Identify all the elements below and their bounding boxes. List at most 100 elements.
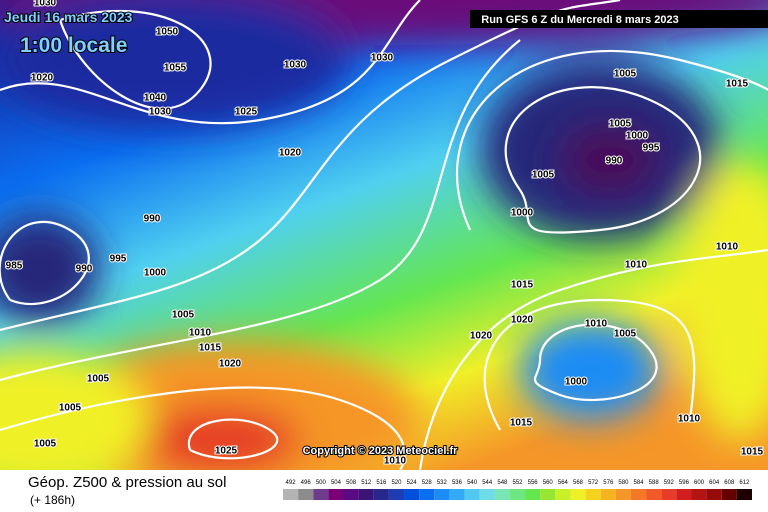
legend-swatch <box>328 489 344 500</box>
legend-swatch <box>736 489 752 500</box>
isobar-label: 1010 <box>384 456 407 467</box>
legend-label: 568 <box>573 480 584 486</box>
legend-swatch <box>479 489 495 500</box>
isobar-label: 1050 <box>156 27 179 38</box>
legend-swatch <box>373 489 389 500</box>
forecast-time: 1:00 locale <box>20 34 127 57</box>
legend-label: 504 <box>331 480 342 486</box>
legend-label: 532 <box>437 480 448 486</box>
isobar-label: 1000 <box>511 208 534 219</box>
legend-swatch <box>615 489 631 500</box>
legend-swatch <box>509 489 526 500</box>
map: 1030 1050 1055 1040 1030 1025 1030 1030 1020 1020… <box>0 0 768 470</box>
isobar-label: 1000 <box>626 131 649 142</box>
isobar-label: 990 <box>606 156 623 167</box>
isobar-label: 1030 <box>34 0 57 9</box>
legend-swatch <box>646 489 662 500</box>
legend-label: 500 <box>316 480 327 486</box>
legend-label: 520 <box>391 480 402 486</box>
legend-label: 572 <box>588 480 599 486</box>
legend-swatch <box>676 489 692 500</box>
footer-lead: (+ 186h) <box>30 493 75 507</box>
legend-swatch <box>388 489 405 500</box>
isobar-label: 1015 <box>511 280 534 291</box>
legend-swatch <box>283 489 299 500</box>
isobar-label: 1020 <box>31 73 54 84</box>
isobar-label: 1010 <box>678 414 701 425</box>
legend-swatch <box>721 489 737 500</box>
forecast-date: Jeudi 16 mars 2023 <box>4 9 133 25</box>
legend-label: 588 <box>649 480 660 486</box>
legend-label: 496 <box>301 480 312 486</box>
isobar-label: 1020 <box>470 331 493 342</box>
legend-swatch <box>706 489 722 500</box>
isobar-label: 1005 <box>87 374 110 385</box>
legend-label: 592 <box>664 480 675 486</box>
legend-swatch <box>449 489 465 500</box>
isobar-label: 1020 <box>511 315 534 326</box>
isobar-label: 1010 <box>625 260 648 271</box>
isobar-label: 1010 <box>716 242 739 253</box>
isobar-label: 995 <box>643 143 660 154</box>
legend-swatch <box>358 489 374 500</box>
legend-swatch <box>404 489 420 500</box>
legend-swatch <box>494 489 510 500</box>
legend-swatch <box>691 489 707 500</box>
legend-swatch <box>434 489 450 500</box>
isobar-label: 1055 <box>164 63 187 74</box>
isobar-label: 1000 <box>565 377 588 388</box>
legend-label: 604 <box>709 480 720 486</box>
legend-swatch <box>313 489 329 500</box>
isobar-label: 1020 <box>279 148 302 159</box>
isobar-label: 1005 <box>34 439 57 450</box>
legend-label: 556 <box>528 480 539 486</box>
legend-label: 548 <box>497 480 508 486</box>
isobar-label: 1005 <box>532 170 555 181</box>
isobar-label: 1030 <box>284 60 307 71</box>
legend-swatch <box>419 489 435 500</box>
legend-swatch <box>525 489 541 500</box>
isobar-label: 1010 <box>585 319 608 330</box>
run-info: Run GFS 6 Z du Mercredi 8 mars 2023 <box>481 14 678 26</box>
isobar-label: 1005 <box>609 119 632 130</box>
legend-label: 612 <box>739 480 750 486</box>
isobar-label: 985 <box>6 261 23 272</box>
isobar-label: 990 <box>76 264 93 275</box>
run-box <box>470 10 768 28</box>
isobar-label: 1025 <box>215 446 238 457</box>
isobar-label: 1030 <box>371 53 394 64</box>
legend-swatch <box>540 489 556 500</box>
legend-label: 512 <box>361 480 372 486</box>
legend-label: 584 <box>634 480 645 486</box>
isobar-label: 1015 <box>726 79 749 90</box>
legend-label: 552 <box>512 480 523 486</box>
isobar-label: 1010 <box>189 328 212 339</box>
legend-swatch <box>661 489 677 500</box>
isobar-label: 1040 <box>144 93 167 104</box>
legend-label: 600 <box>694 480 705 486</box>
legend-swatch <box>600 489 616 500</box>
footer-title: Géop. Z500 & pression au sol <box>28 474 226 491</box>
isobar-label: 1015 <box>741 447 764 458</box>
legend: 492 496 500 504 508 512 516 520 524 528 532 536 540 5… <box>283 480 752 500</box>
legend-label: 492 <box>286 480 297 486</box>
legend-label: 536 <box>452 480 463 486</box>
isobar-label: 1015 <box>510 418 533 429</box>
legend-label: 564 <box>558 480 569 486</box>
legend-label: 516 <box>376 480 387 486</box>
isobar-label: 1005 <box>614 329 637 340</box>
isobar-label: 995 <box>110 254 127 265</box>
legend-label: 528 <box>422 480 433 486</box>
legend-label: 596 <box>679 480 690 486</box>
isobar-label: 1015 <box>199 343 222 354</box>
legend-label: 540 <box>467 480 478 486</box>
isobar-label: 1020 <box>219 359 242 370</box>
legend-label: 508 <box>346 480 357 486</box>
isobar-label: 990 <box>144 214 161 225</box>
legend-label: 524 <box>407 480 418 486</box>
legend-label: 576 <box>603 480 614 486</box>
legend-label: 560 <box>543 480 554 486</box>
legend-swatch <box>570 489 586 500</box>
isobar-label: 1025 <box>235 107 258 118</box>
